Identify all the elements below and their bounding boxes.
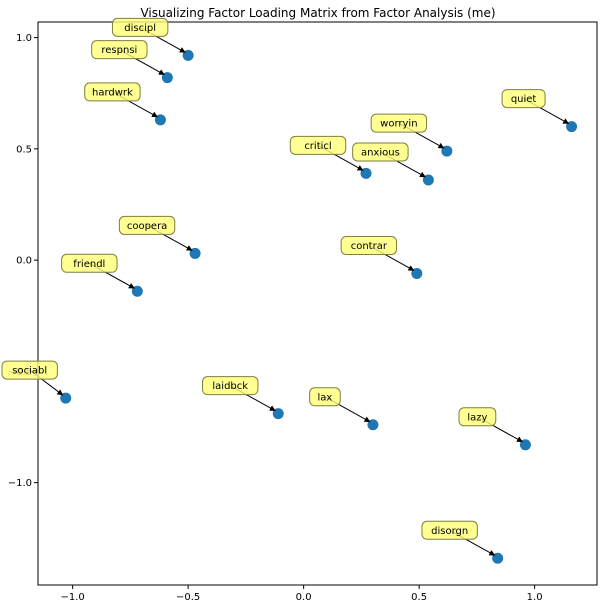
point-label: anxious: [361, 147, 400, 158]
annotation-box: [289, 135, 347, 155]
x-axis: −1.0 −0.5 0.0 0.5 1.0: [61, 585, 543, 603]
point-label: disorgn: [431, 526, 468, 537]
point-label: contrar: [351, 241, 388, 252]
point-label: hardwrk: [92, 87, 133, 98]
annotation-box: [370, 113, 428, 133]
point-label: lax: [318, 392, 333, 403]
y-tick-label: 1.0: [16, 33, 32, 44]
point-label: criticl: [304, 141, 331, 152]
annotation-box: [91, 40, 148, 60]
point-label: laidbck: [212, 381, 248, 392]
y-tick-label: 0.0: [16, 256, 32, 267]
plot-area-frame: [37, 21, 598, 586]
point-label: respnsi: [101, 45, 137, 56]
annotation-box: [111, 17, 169, 37]
annotation-box: [61, 253, 118, 273]
point-label: worryin: [380, 119, 417, 130]
y-tick-label: −1.0: [8, 478, 32, 489]
point-label: sociabl: [12, 366, 47, 377]
point-label: coopera: [127, 221, 167, 232]
annotation-box: [1, 360, 58, 380]
annotation-box: [352, 142, 409, 162]
point-label: friendl: [73, 259, 105, 270]
point-label: lazy: [467, 412, 487, 423]
x-tick-label: 1.0: [527, 592, 543, 603]
x-tick-label: −0.5: [176, 592, 200, 603]
chart-title: Visualizing Factor Loading Matrix from F…: [140, 6, 495, 20]
annotation-box: [118, 215, 176, 235]
point-label: quiet: [511, 94, 537, 105]
y-axis: 1.00.50.0−0.5−1.0: [8, 33, 38, 489]
annotation-box: [458, 407, 497, 427]
annotation-box: [84, 82, 141, 102]
x-tick-label: 0.5: [411, 592, 427, 603]
annotation-box: [309, 387, 341, 407]
annotation-box: [501, 89, 546, 109]
x-tick-label: 0.0: [296, 592, 312, 603]
point-label: discipl: [124, 23, 156, 34]
annotation-box: [340, 235, 398, 255]
point-annotations: discipl respnsi hardwrk quiet worryin criticl…: [1, 17, 570, 556]
annotation-box: [202, 376, 259, 396]
x-tick-label: −1.0: [61, 592, 85, 603]
annotation-box: [421, 520, 478, 540]
y-tick-label: 0.5: [16, 144, 32, 155]
